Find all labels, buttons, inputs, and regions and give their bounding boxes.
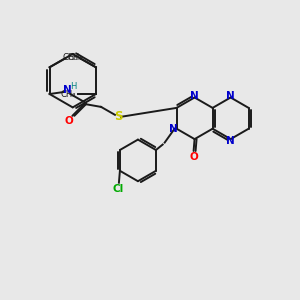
Text: N: N: [63, 85, 72, 95]
Text: O: O: [65, 116, 74, 126]
Text: CH₃: CH₃: [68, 53, 83, 62]
Text: N: N: [190, 91, 199, 100]
Text: Cl: Cl: [112, 184, 124, 194]
Text: H: H: [70, 82, 76, 91]
Text: N: N: [226, 136, 235, 146]
Text: N: N: [226, 91, 235, 100]
Text: CH₃: CH₃: [61, 89, 76, 98]
Text: N: N: [169, 124, 178, 134]
Text: S: S: [114, 110, 122, 123]
Text: CH₃: CH₃: [63, 53, 78, 62]
Text: O: O: [189, 152, 198, 162]
